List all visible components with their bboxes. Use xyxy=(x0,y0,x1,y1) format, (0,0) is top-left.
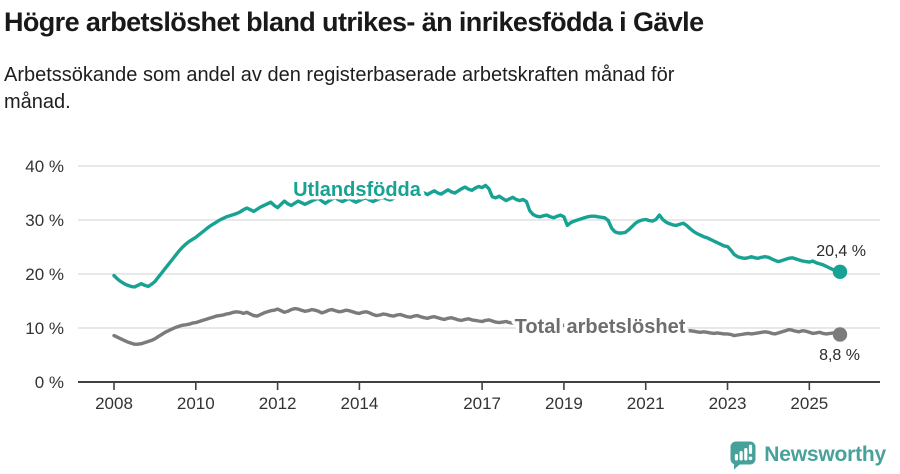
end-dot-series-1 xyxy=(832,327,848,342)
newsworthy-logo-text: Newsworthy xyxy=(764,443,886,466)
newsworthy-branding: Newsworthy xyxy=(730,440,886,470)
x-tick-label-2012: 2012 xyxy=(259,394,297,413)
x-tick-label-2008: 2008 xyxy=(95,394,133,413)
line-series-1 xyxy=(112,306,842,346)
y-tick-label-40: 40 % xyxy=(25,157,64,176)
x-tick-label-2010: 2010 xyxy=(177,394,215,413)
y-tick-label-0: 0 % xyxy=(35,373,64,392)
page-title: Högre arbetslöshet bland utrikes- än inr… xyxy=(4,7,704,37)
line-series-0 xyxy=(112,183,842,289)
y-tick-label-20: 20 % xyxy=(25,265,64,284)
x-tick-label-2021: 2021 xyxy=(627,394,665,413)
x-tick-label-2019: 2019 xyxy=(545,394,583,413)
series-label-total-arbetsloshet: Total arbetslöshet xyxy=(515,316,686,338)
y-tick-label-10: 10 % xyxy=(25,319,64,338)
x-tick-label-2017: 2017 xyxy=(463,394,501,413)
x-tick-label-2014: 2014 xyxy=(340,394,378,413)
chart-plot-area: 2008 2010 2012 2014 2017 2019 2021 2023 2025 0 % 1… xyxy=(25,157,880,413)
chart-subtitle: Arbetssökande som andel av den registerb… xyxy=(4,64,675,113)
end-value-label-total: 8,8 % xyxy=(819,347,860,364)
series-label-utlandsfodda: Utlandsfödda xyxy=(293,179,422,201)
x-tick-label-2023: 2023 xyxy=(709,394,747,413)
end-dot-series-0 xyxy=(832,264,848,280)
x-tick-label-2025: 2025 xyxy=(790,394,828,413)
end-value-label-utlandsfodda: 20,4 % xyxy=(816,243,866,260)
y-tick-label-30: 30 % xyxy=(25,211,64,230)
newsworthy-logo-icon xyxy=(730,441,756,469)
